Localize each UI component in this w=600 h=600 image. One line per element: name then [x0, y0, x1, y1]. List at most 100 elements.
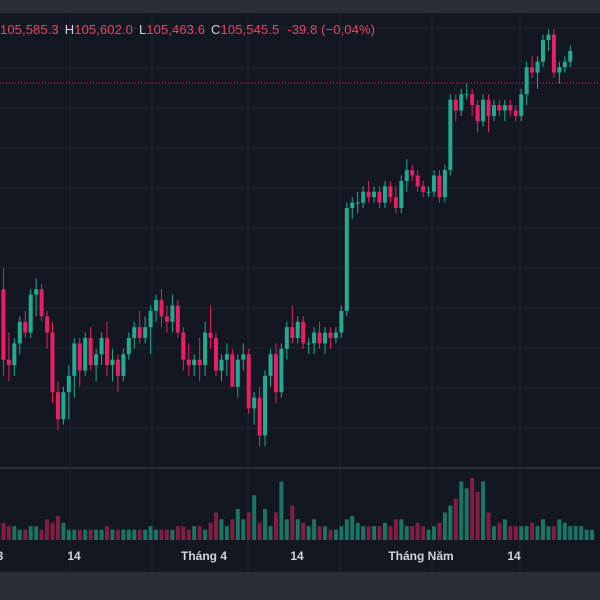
candle-body: [388, 186, 393, 198]
candle-body: [361, 191, 366, 203]
candle-body: [355, 202, 360, 204]
candle-body: [350, 202, 355, 208]
candle-body: [323, 332, 327, 344]
volume-bar: [28, 526, 33, 540]
volume-bar: [361, 526, 366, 540]
candle-body: [442, 170, 447, 198]
volume-bar: [470, 478, 475, 540]
candle-body: [170, 305, 175, 322]
volume-bar: [208, 522, 213, 540]
volume-bar: [164, 529, 169, 540]
volume-bar: [317, 526, 322, 540]
candle-body: [235, 359, 240, 387]
candle-body: [546, 34, 551, 41]
volume-bar: [110, 529, 115, 540]
candle-body: [306, 343, 311, 345]
candle-body: [164, 316, 169, 322]
candle-body: [541, 40, 545, 62]
candle-body: [132, 327, 137, 338]
candle-body: [382, 186, 387, 203]
volume-bar: [524, 526, 529, 540]
candle-body: [426, 191, 431, 193]
volume-bar: [448, 505, 453, 540]
volume-bar: [83, 529, 88, 540]
volume-bar: [252, 495, 257, 540]
candle-body: [203, 332, 208, 366]
volume-bar: [442, 512, 447, 540]
volume-bar: [214, 512, 218, 540]
volume-bar: [224, 526, 229, 540]
close-value: 105,545.5: [220, 22, 280, 37]
candle-body: [415, 175, 420, 187]
volume-bar: [366, 526, 371, 540]
volume-bar: [121, 529, 126, 540]
x-tick-label: 14: [507, 549, 521, 563]
candle-body: [508, 105, 513, 111]
volume-bar: [154, 529, 159, 540]
candle-body: [535, 61, 540, 73]
volume-bar: [192, 526, 197, 540]
candle-body: [175, 305, 180, 333]
volume-bar: [464, 488, 469, 540]
candle-body: [399, 180, 404, 208]
candle-body: [230, 354, 235, 387]
candle-body: [557, 67, 562, 73]
volume-bar: [557, 519, 562, 540]
volume-bar: [399, 519, 404, 540]
volume-bar: [426, 529, 431, 540]
volume-bar: [453, 498, 458, 540]
candle-body: [77, 343, 82, 371]
volume-bar: [562, 522, 567, 540]
volume-bar: [230, 519, 235, 540]
volume-bar: [475, 491, 480, 540]
low-key: L: [138, 22, 147, 37]
candle-body: [530, 67, 535, 73]
volume-bar: [393, 519, 398, 540]
volume-bar: [486, 512, 491, 540]
candle-body: [366, 191, 371, 198]
volume-bar: [437, 522, 442, 540]
volume-bar: [273, 512, 278, 540]
open-value: 105,585.3: [0, 22, 59, 37]
candle-body: [333, 332, 338, 338]
volume-bar: [541, 519, 545, 540]
volume-bar: [6, 526, 11, 540]
candle-body: [502, 105, 507, 111]
candle-body: [421, 186, 426, 192]
volume-bar: [126, 529, 131, 540]
candle-body: [105, 338, 109, 366]
volume-bar: [148, 526, 153, 540]
candle-body: [475, 105, 480, 122]
candle-body: [404, 170, 409, 181]
candle-body: [17, 321, 22, 344]
candle-body: [55, 392, 60, 420]
candle-body: [410, 170, 415, 176]
candle-body: [279, 348, 284, 393]
volume-bar: [568, 526, 573, 540]
candle-body: [66, 375, 71, 393]
volume-bar: [415, 522, 420, 540]
volume-bar: [491, 526, 496, 540]
ohlc-legend: 105,585.3 H105,602.0 L105,463.6 C105,545.5-…: [0, 22, 375, 40]
volume-bar: [339, 526, 344, 540]
x-tick-label: 3: [0, 549, 4, 563]
candle-body: [137, 327, 142, 338]
volume-bar: [143, 529, 148, 540]
candle-body: [72, 343, 77, 376]
x-tick-label: Tháng Năm: [388, 549, 453, 563]
candle-body: [214, 338, 218, 371]
candle-body: [568, 50, 573, 62]
volume-bar: [66, 529, 71, 540]
candle-body: [181, 332, 186, 360]
candle-body: [192, 359, 197, 366]
candle-body: [61, 392, 66, 420]
volume-bar: [34, 526, 39, 540]
volume-bar: [519, 526, 524, 540]
candle-body: [301, 321, 306, 344]
volume-bar: [410, 526, 415, 540]
candle-body: [344, 208, 349, 311]
volume-bar: [372, 526, 377, 540]
high-key: H: [64, 22, 75, 37]
candle-body: [486, 99, 491, 116]
